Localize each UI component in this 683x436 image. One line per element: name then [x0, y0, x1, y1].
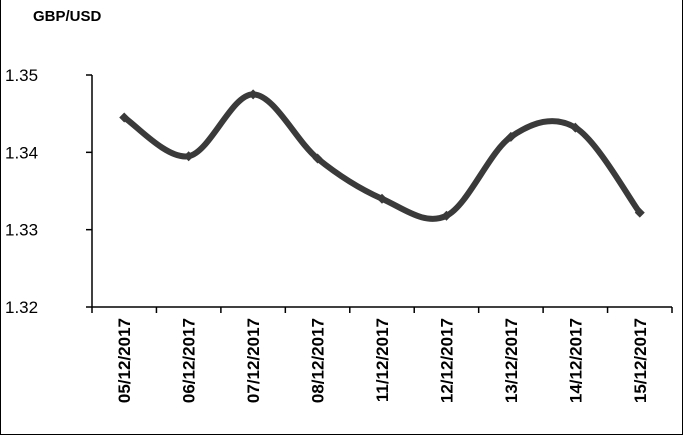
- x-tick-label: 07/12/2017: [244, 318, 263, 403]
- data-point: [441, 210, 452, 221]
- y-tick-label: 1.35: [5, 66, 38, 85]
- x-tick-label: 08/12/2017: [309, 318, 328, 403]
- data-point: [634, 207, 645, 218]
- y-tick-label: 1.34: [5, 143, 38, 162]
- data-point: [119, 112, 130, 123]
- data-point: [377, 193, 387, 204]
- x-tick-label: 05/12/2017: [115, 318, 134, 403]
- x-tick-label: 13/12/2017: [502, 318, 521, 403]
- data-point: [312, 153, 323, 164]
- y-tick-label: 1.33: [5, 221, 38, 240]
- y-tick-label: 1.32: [5, 298, 38, 317]
- x-tick-label: 12/12/2017: [437, 318, 456, 403]
- data-point: [570, 122, 581, 133]
- x-tick-label: 15/12/2017: [631, 318, 650, 403]
- data-point: [505, 131, 516, 142]
- data-point: [248, 89, 259, 100]
- x-tick-label: 14/12/2017: [566, 318, 585, 403]
- chart-title: GBP/USD: [33, 8, 102, 25]
- x-tick-label: 11/12/2017: [373, 318, 392, 402]
- x-tick-label: 06/12/2017: [180, 318, 199, 403]
- data-point: [183, 151, 194, 162]
